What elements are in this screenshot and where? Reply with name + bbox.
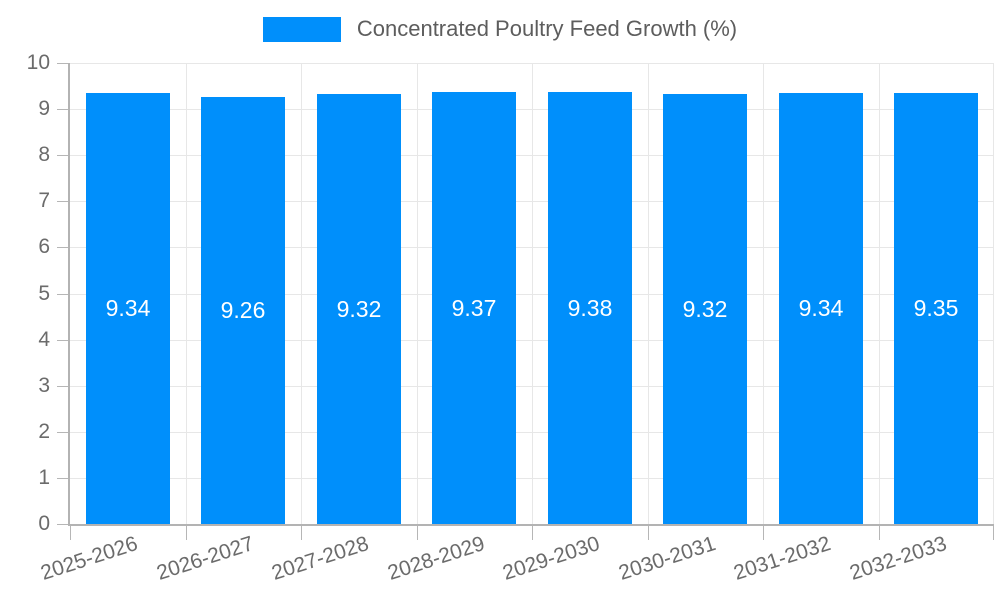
bar[interactable]: 9.34 bbox=[779, 93, 863, 524]
bar-value-label: 9.32 bbox=[336, 295, 382, 322]
y-axis-tick bbox=[57, 524, 68, 525]
gridline-vertical bbox=[186, 63, 187, 524]
x-axis-tick bbox=[70, 526, 71, 540]
y-axis-tick bbox=[57, 247, 68, 248]
x-axis-tick-label: 2031-2032 bbox=[731, 532, 834, 585]
legend-label: Concentrated Poultry Feed Growth (%) bbox=[356, 16, 738, 41]
y-axis-tick bbox=[57, 155, 68, 156]
y-axis-tick-label: 7 bbox=[38, 189, 50, 212]
bar-value-label: 9.38 bbox=[567, 294, 613, 321]
x-axis-tick-label: 2030-2031 bbox=[615, 532, 719, 585]
bar[interactable]: 9.35 bbox=[894, 93, 978, 524]
gridline-vertical bbox=[301, 63, 302, 524]
y-axis-tick-label: 1 bbox=[38, 466, 50, 489]
x-axis-tick-label: 2032-2033 bbox=[846, 532, 950, 585]
x-axis-tick bbox=[417, 526, 418, 540]
gridline-vertical bbox=[879, 63, 880, 524]
bar-value-label: 9.26 bbox=[220, 297, 266, 323]
y-axis-tick-label: 9 bbox=[38, 97, 50, 120]
x-axis-tick-label: 2025-2026 bbox=[38, 532, 141, 585]
y-axis-tick-label: 10 bbox=[26, 51, 50, 74]
y-axis-tick-label: 4 bbox=[38, 328, 50, 351]
plot-area: 9.34 9.26 9.32 9.37 9.38 9.32 9.34 9.35 0 1 2 3 4 5 6… bbox=[27, 51, 994, 585]
bar-value-label: 9.32 bbox=[682, 295, 728, 322]
gridline-vertical bbox=[532, 63, 533, 524]
x-axis-tick-label: 2027-2028 bbox=[269, 532, 372, 585]
x-axis-tick bbox=[301, 526, 302, 540]
bar[interactable]: 9.32 bbox=[663, 94, 747, 524]
y-axis-tick-label: 0 bbox=[38, 512, 50, 535]
y-axis-tick-label: 5 bbox=[38, 282, 50, 305]
y-axis-tick bbox=[57, 294, 68, 295]
x-axis-labels: 2025-2026 2026-2027 2027-2028 2028-2029 2029… bbox=[38, 524, 994, 600]
y-axis-line bbox=[68, 63, 70, 524]
y-axis-tick bbox=[57, 386, 68, 387]
x-axis-tick bbox=[648, 526, 649, 540]
x-axis-tick-label: 2028-2029 bbox=[384, 532, 488, 585]
bar[interactable]: 9.32 bbox=[317, 94, 401, 524]
x-axis-tick bbox=[993, 526, 994, 540]
legend[interactable]: Concentrated Poultry Feed Growth (%) bbox=[0, 16, 1000, 42]
x-axis-tick-label: 2029-2030 bbox=[500, 532, 603, 585]
y-axis-tick bbox=[57, 432, 68, 433]
bar[interactable]: 9.26 bbox=[201, 97, 285, 524]
x-axis-tick bbox=[186, 526, 187, 540]
gridline-vertical bbox=[648, 63, 649, 524]
bar-value-label: 9.34 bbox=[105, 295, 151, 321]
gridline-vertical bbox=[417, 63, 418, 524]
gridline-vertical bbox=[993, 63, 994, 524]
gridline-vertical bbox=[763, 63, 764, 524]
y-axis-tick bbox=[57, 63, 68, 64]
y-axis-tick-label: 2 bbox=[38, 420, 50, 443]
x-axis-tick bbox=[879, 526, 880, 540]
y-axis-tick bbox=[57, 478, 68, 479]
bar-value-label: 9.37 bbox=[451, 294, 497, 321]
x-axis-tick-label: 2026-2027 bbox=[153, 532, 257, 585]
y-axis-tick-label: 6 bbox=[38, 235, 50, 258]
x-axis-tick bbox=[532, 526, 533, 540]
bar[interactable]: 9.38 bbox=[548, 92, 632, 524]
bar[interactable]: 9.34 bbox=[86, 93, 170, 524]
bar[interactable]: 9.37 bbox=[432, 92, 516, 524]
y-axis-tick bbox=[57, 109, 68, 110]
y-axis-tick-label: 3 bbox=[38, 374, 50, 397]
y-axis-tick-label: 8 bbox=[38, 143, 50, 166]
bar-value-label: 9.35 bbox=[913, 295, 959, 321]
x-axis-tick bbox=[763, 526, 764, 540]
legend-marker bbox=[262, 16, 341, 42]
bar-value-label: 9.34 bbox=[798, 295, 844, 321]
y-axis-tick bbox=[57, 340, 68, 341]
x-axis-line bbox=[68, 524, 994, 526]
y-axis-tick bbox=[57, 201, 68, 202]
